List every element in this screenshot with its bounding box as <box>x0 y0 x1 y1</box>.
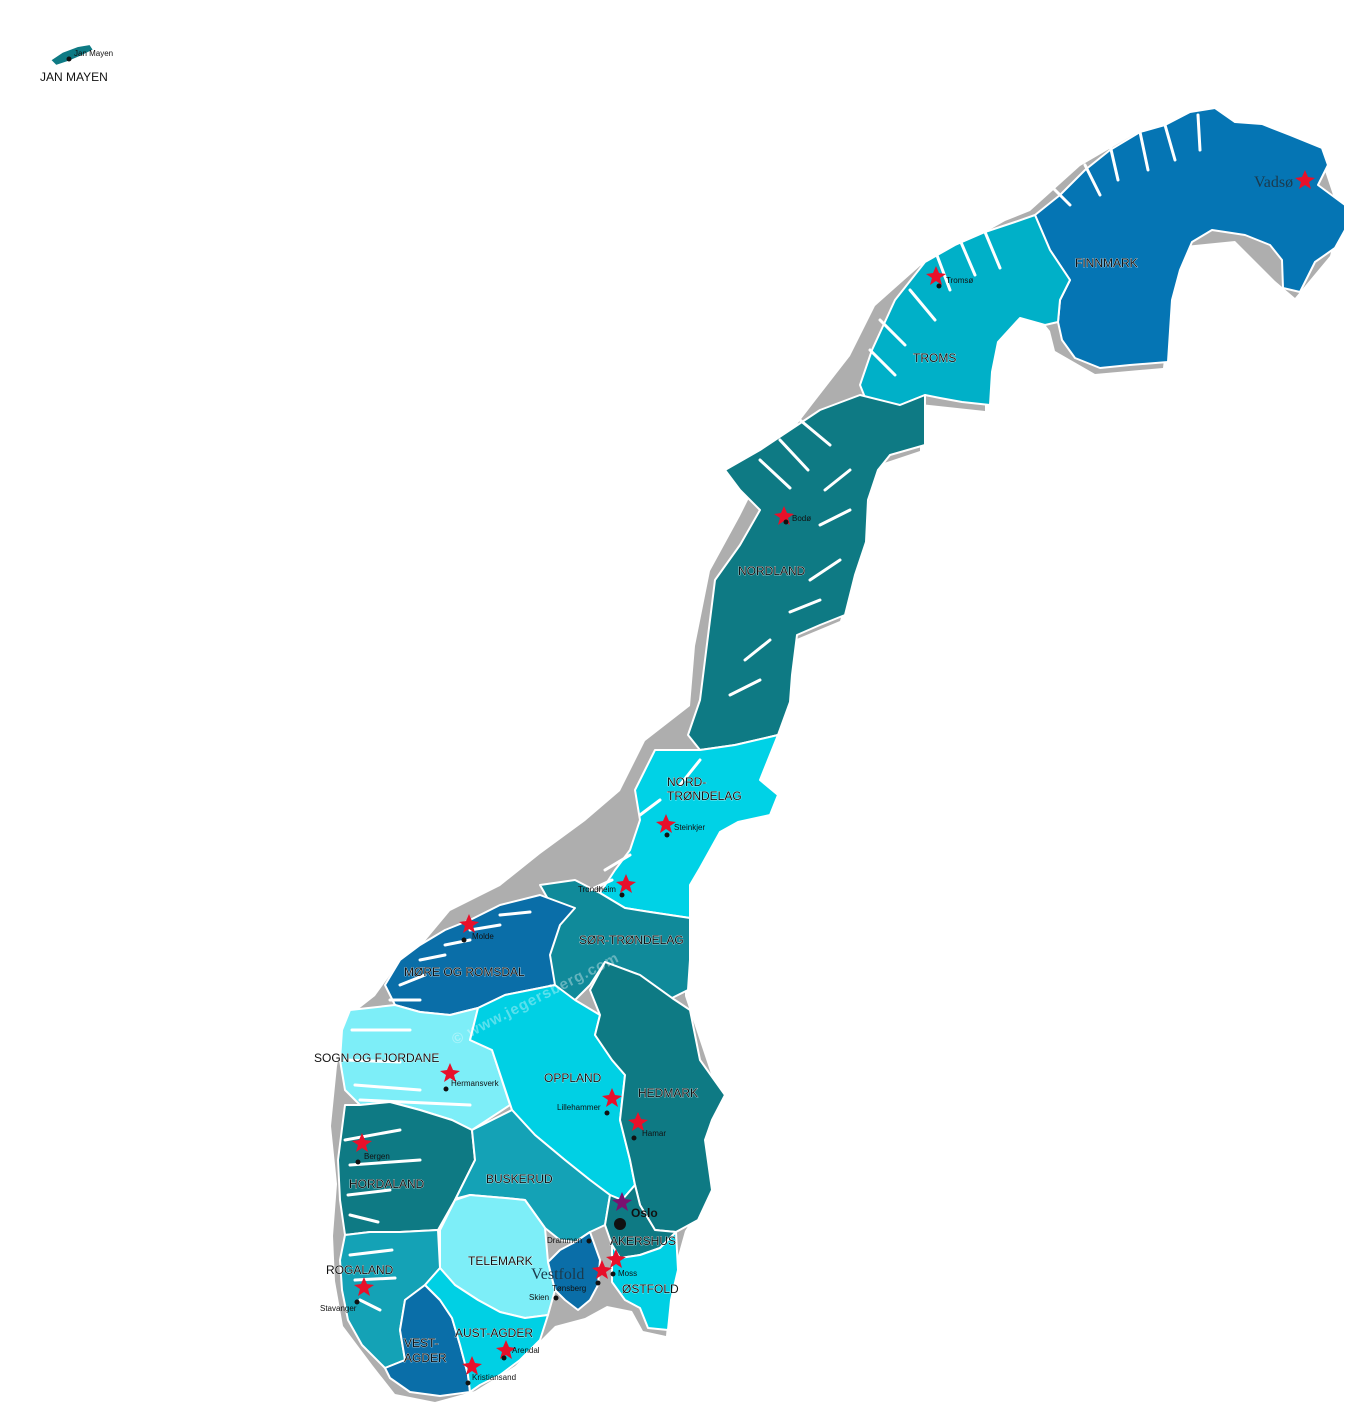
city-marker-bergen <box>352 1133 372 1165</box>
city-marker-jan-mayen <box>66 56 72 62</box>
city-marker-vadso <box>1295 170 1315 189</box>
region-label-vest-agder-line1: VEST- <box>404 1336 439 1350</box>
region-label-rogaland: ROGALAND <box>326 1263 394 1277</box>
city-label-arendal: Arendal <box>512 1346 540 1355</box>
region-label-finnmark: FINNMARK <box>1075 256 1138 270</box>
region-label-nordland: NORDLAND <box>738 564 806 578</box>
region-label-vest-agder-line2: AGDER <box>404 1351 447 1365</box>
city-marker-kristiansand <box>462 1356 482 1386</box>
city-label-steinkjer: Steinkjer <box>674 823 705 832</box>
city-marker-trondheim <box>616 874 636 898</box>
city-label-skien: Skien <box>529 1293 549 1302</box>
region-label-sogn-og-fjordane: SOGN OG FJORDANE <box>314 1051 439 1065</box>
city-marker-molde <box>459 914 479 943</box>
aust-agder-shape <box>424 1267 549 1393</box>
city-label-bergen: Bergen <box>364 1152 390 1161</box>
region-label-jan-mayen: JAN MAYEN <box>40 70 108 84</box>
region-label-ostfold: ØSTFOLD <box>622 1282 679 1296</box>
region-labels: JAN MAYEN FINNMARK TROMS NORDLAND NORD- … <box>40 70 1138 1366</box>
city-marker-arendal <box>496 1340 516 1361</box>
city-marker-hermansverk <box>440 1063 460 1092</box>
city-marker-drammen <box>586 1238 592 1244</box>
city-marker-hamar <box>628 1112 648 1141</box>
city-label-tromso: Tromsø <box>946 276 973 285</box>
region-label-more-og-romsdal: MØRE OG ROMSDAL <box>404 965 525 979</box>
city-marker-moss <box>606 1249 626 1277</box>
ostfold-shape <box>611 1231 679 1331</box>
region-label-aust-agder: AUST-AGDER <box>455 1326 533 1340</box>
fjords <box>343 113 1202 1312</box>
city-marker-tonsberg <box>592 1260 612 1286</box>
city-label-stavanger: Stavanger <box>320 1304 357 1313</box>
city-label-kristiansand: Kristiansand <box>472 1373 516 1382</box>
city-label-moss: Moss <box>618 1269 637 1278</box>
region-label-troms: TROMS <box>913 351 956 365</box>
region-label-nord-trondelag-line2: TRØNDELAG <box>667 789 742 803</box>
city-labels: Jan Mayen Vadsø Tromsø Bodø Steinkjer Tr… <box>74 49 1293 1382</box>
nord-trondelag-shape <box>599 734 779 919</box>
city-marker-skien <box>553 1295 559 1301</box>
region-label-nord-trondelag-line1: NORD- <box>667 775 706 789</box>
capital-marker-oslo <box>612 1192 632 1230</box>
city-label-molde: Molde <box>472 932 494 941</box>
city-label-hermansverk: Hermansverk <box>451 1079 500 1088</box>
nordland-shape <box>687 394 926 751</box>
jan-mayen-shape <box>49 43 95 67</box>
city-label-jan-mayen: Jan Mayen <box>74 49 113 58</box>
region-label-hordaland: HORDALAND <box>349 1177 425 1191</box>
troms-shape <box>859 214 1071 411</box>
region-label-sor-trondelag: SØR-TRØNDELAG <box>579 933 684 947</box>
region-label-hedmark: HEDMARK <box>638 1086 698 1100</box>
city-marker-steinkjer <box>656 814 676 838</box>
region-label-telemark: TELEMARK <box>468 1254 533 1268</box>
city-label-oslo: Oslo <box>631 1206 658 1220</box>
city-label-lillehammer: Lillehammer <box>557 1103 601 1112</box>
city-label-bodo: Bodø <box>792 514 811 523</box>
counties <box>337 107 1346 1397</box>
city-markers <box>66 56 1315 1386</box>
city-label-hamar: Hamar <box>642 1129 666 1138</box>
city-label-vadso: Vadsø <box>1254 174 1293 191</box>
region-label-akershus: AKERSHUS <box>610 1234 676 1248</box>
jan-mayen-island <box>49 43 95 67</box>
region-label-buskerud: BUSKERUD <box>486 1172 553 1186</box>
city-marker-tromso <box>926 266 946 289</box>
city-marker-bodo <box>774 506 794 525</box>
finnmark-shape <box>1034 107 1346 369</box>
city-label-tonsberg: Tønsberg <box>552 1284 586 1293</box>
city-label-drammen: Drammen <box>547 1236 582 1245</box>
city-label-trondheim: Trondheim <box>578 885 616 894</box>
city-marker-stavanger <box>354 1277 374 1305</box>
region-label-oppland: OPPLAND <box>544 1071 602 1085</box>
region-label-vestfold: Vestfold <box>531 1266 584 1283</box>
city-marker-lillehammer <box>602 1088 622 1116</box>
